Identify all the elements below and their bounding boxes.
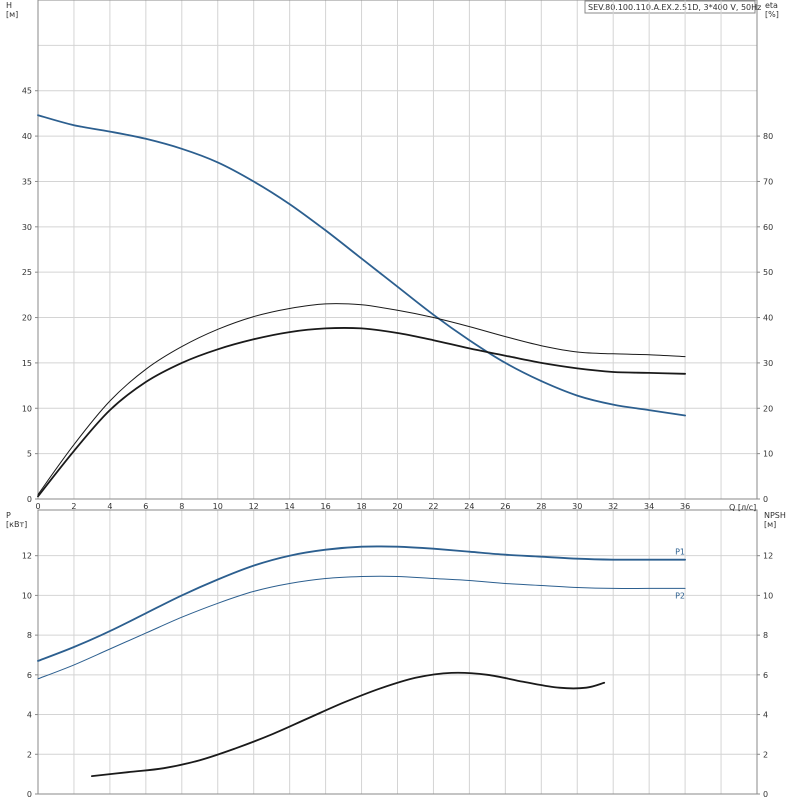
x-tick-label: 28 — [536, 502, 546, 511]
top-right-tick-label: 50 — [763, 268, 773, 277]
top-left-axis-label: H [м] — [6, 1, 18, 19]
bottom-left-tick-label: 0 — [27, 790, 32, 799]
x-tick-label: 4 — [107, 502, 112, 511]
top-right-tick-label: 70 — [763, 177, 773, 186]
top-right-tick-label: 60 — [763, 223, 773, 232]
x-tick-label: 22 — [428, 502, 438, 511]
bottom-series-line-0 — [37, 545, 686, 662]
bottom-series-line-2 — [91, 671, 606, 777]
x-tick-label: 32 — [608, 502, 618, 511]
top-left-tick-label: 15 — [22, 359, 32, 368]
top-right-tick-label: 40 — [763, 314, 773, 323]
x-tick-label: 34 — [644, 502, 654, 511]
top-left-tick-label: 45 — [22, 87, 32, 96]
top-series-line-2 — [37, 327, 686, 498]
x-tick-label: 18 — [356, 502, 366, 511]
x-tick-label: 30 — [572, 502, 582, 511]
bottom-left-tick-label: 12 — [22, 552, 32, 561]
bottom-left-axis-label: P [кВт] — [6, 511, 27, 529]
bottom-right-tick-label: 12 — [763, 552, 773, 561]
top-left-tick-label: 40 — [22, 132, 32, 141]
top-right-tick-label: 20 — [763, 404, 773, 413]
top-right-tick-label: 0 — [763, 495, 768, 504]
bottom-left-tick-label: 4 — [27, 711, 32, 720]
top-left-tick-label: 0 — [27, 495, 32, 504]
bottom-right-axis-label: NPSH [м] — [764, 511, 786, 529]
bottom-right-tick-label: 2 — [763, 750, 768, 759]
top-left-tick-label: 35 — [22, 177, 32, 186]
x-tick-label: 2 — [71, 502, 76, 511]
x-tick-label: 12 — [249, 502, 259, 511]
top-left-tick-label: 20 — [22, 314, 32, 323]
x-tick-label: 6 — [143, 502, 148, 511]
bottom-right-tick-label: 6 — [763, 671, 768, 680]
top-series-line-1 — [37, 303, 686, 495]
x-tick-label: 14 — [285, 502, 295, 511]
bottom-right-tick-label: 8 — [763, 631, 768, 640]
top-right-tick-label: 30 — [763, 359, 773, 368]
bottom-plot-frame — [37, 509, 758, 795]
x-tick-label: 16 — [321, 502, 331, 511]
top-left-tick-label: 10 — [22, 404, 32, 413]
x-tick-label: 0 — [35, 502, 40, 511]
x-axis-label: Q [л/с] — [729, 503, 756, 512]
series-label-p2: P2 — [675, 591, 685, 600]
x-tick-label: 10 — [213, 502, 223, 511]
bottom-left-tick-label: 6 — [27, 671, 32, 680]
top-right-tick-label: 80 — [763, 132, 773, 141]
series-label-p1: P1 — [675, 548, 685, 557]
top-right-tick-label: 10 — [763, 450, 773, 459]
top-series-line-0 — [37, 114, 686, 417]
x-tick-label: 36 — [680, 502, 690, 511]
top-left-tick-label: 5 — [27, 450, 32, 459]
x-tick-label: 26 — [500, 502, 510, 511]
bottom-right-tick-label: 4 — [763, 711, 768, 720]
x-tick-label: 8 — [179, 502, 184, 511]
bottom-series-line-1 — [37, 575, 686, 680]
top-plot-frame — [37, 0, 758, 500]
x-tick-label: 24 — [464, 502, 474, 511]
top-left-tick-label: 30 — [22, 223, 32, 232]
bottom-left-tick-label: 8 — [27, 631, 32, 640]
bottom-right-tick-label: 10 — [763, 591, 773, 600]
x-tick-label: 20 — [392, 502, 402, 511]
bottom-left-tick-label: 2 — [27, 750, 32, 759]
title-box — [584, 0, 756, 14]
chart-title: SEV.80.100.110.A.EX.2.51D, 3*400 V, 50Hz — [588, 3, 761, 12]
top-right-axis-label: eta [%] — [765, 1, 779, 19]
bottom-left-tick-label: 10 — [22, 591, 32, 600]
top-left-tick-label: 25 — [22, 268, 32, 277]
bottom-right-tick-label: 0 — [763, 790, 768, 799]
